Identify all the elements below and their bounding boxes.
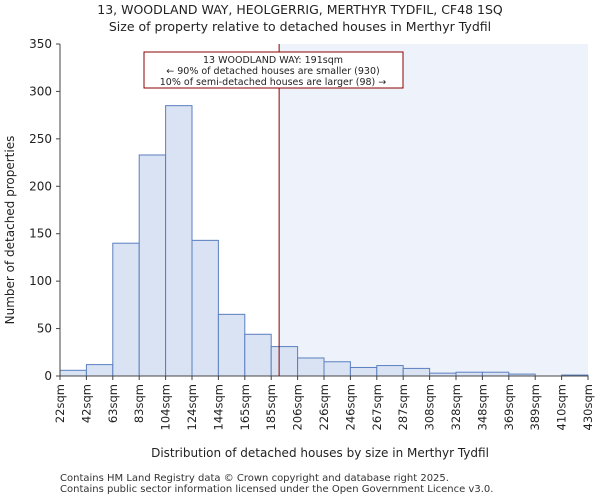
bar-63sqm — [112, 242, 140, 377]
x-tick-label: 124sqm — [185, 384, 199, 430]
x-tick-label: 206sqm — [291, 384, 305, 430]
x-tick-label: 144sqm — [211, 384, 225, 430]
x-tick-label: 226sqm — [317, 384, 331, 430]
x-tick-label: 430sqm — [581, 384, 595, 430]
y-tick-label: 300 — [29, 84, 52, 98]
larger-region-shade — [279, 44, 588, 376]
bar-246sqm — [349, 366, 378, 377]
x-tick-label: 348sqm — [475, 384, 489, 430]
bar-226sqm — [323, 361, 351, 377]
footer-line-2: Contains public sector information licen… — [60, 484, 494, 495]
bar-144sqm — [217, 313, 246, 377]
annotation-title: 13 WOODLAND WAY: 191sqm — [203, 55, 343, 66]
bar-287sqm — [402, 367, 431, 377]
chart-subtitle: Size of property relative to detached ho… — [108, 19, 492, 34]
x-tick-label: 42sqm — [79, 384, 93, 423]
bar-267sqm — [376, 365, 404, 377]
bar-185sqm — [270, 346, 299, 377]
y-tick-label: 50 — [37, 322, 52, 336]
bar-104sqm — [165, 105, 193, 377]
x-tick-label: 389sqm — [528, 384, 542, 430]
footer-line-1: Contains HM Land Registry data © Crown c… — [60, 473, 449, 484]
x-tick-label: 165sqm — [238, 384, 252, 430]
y-tick-label: 350 — [29, 37, 52, 51]
bar-83sqm — [138, 154, 167, 377]
bar-165sqm — [244, 333, 272, 377]
x-tick-label: 287sqm — [396, 384, 410, 430]
x-tick-label: 104sqm — [159, 384, 173, 430]
y-tick-label: 150 — [29, 227, 52, 241]
x-tick-label: 83sqm — [132, 384, 146, 423]
bar-124sqm — [191, 239, 219, 377]
x-tick-label: 246sqm — [343, 384, 357, 430]
x-tick-label: 410sqm — [555, 384, 569, 430]
bar-348sqm — [481, 371, 510, 377]
bar-42sqm — [85, 364, 114, 377]
y-tick-label: 200 — [29, 179, 52, 193]
x-tick-label: 63sqm — [106, 384, 120, 423]
x-tick-label: 328sqm — [449, 384, 463, 430]
y-tick-label: 0 — [44, 369, 52, 383]
chart-title: 13, WOODLAND WAY, HEOLGERRIG, MERTHYR TY… — [97, 2, 503, 17]
y-tick-label: 250 — [29, 132, 52, 146]
annotation-smaller-text: ← 90% of detached houses are smaller (93… — [166, 66, 379, 77]
x-tick-label: 308sqm — [423, 384, 437, 430]
bar-22sqm — [59, 369, 87, 377]
y-tick-label: 100 — [29, 274, 52, 288]
bar-328sqm — [455, 371, 483, 377]
annotation-box — [143, 51, 404, 89]
x-tick-label: 22sqm — [53, 384, 67, 423]
x-tick-label: 185sqm — [264, 384, 278, 430]
x-tick-label: 369sqm — [502, 384, 516, 430]
bar-206sqm — [297, 357, 325, 377]
x-axis-label: Distribution of detached houses by size … — [151, 446, 489, 460]
annotation-larger-text: 10% of semi-detached houses are larger (… — [160, 77, 387, 88]
x-tick-label: 267sqm — [370, 384, 384, 430]
y-axis-label: Number of detached properties — [3, 136, 17, 325]
